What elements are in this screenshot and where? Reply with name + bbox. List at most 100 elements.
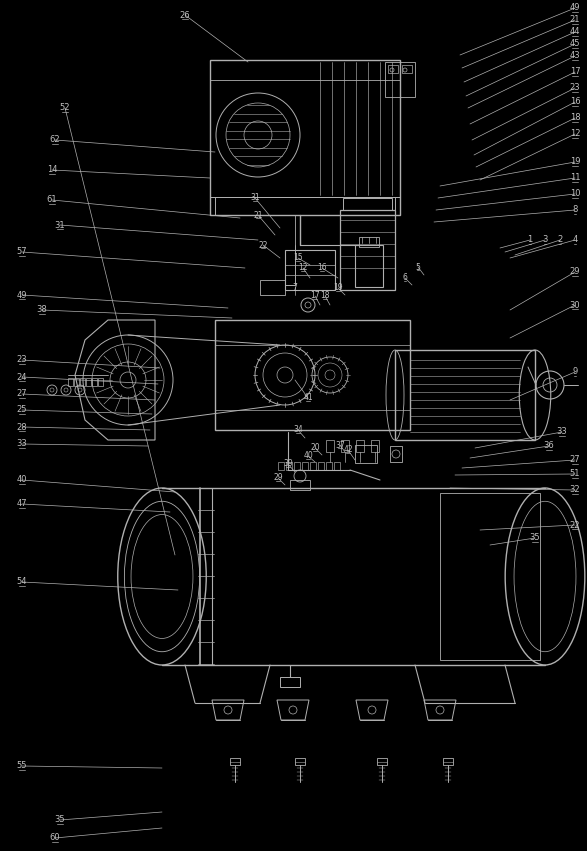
Text: 33: 33: [16, 439, 28, 448]
Bar: [443, 758, 453, 765]
Bar: [355, 445, 377, 463]
Text: 47: 47: [16, 500, 28, 509]
Text: 18: 18: [570, 113, 581, 123]
Text: 20: 20: [310, 443, 320, 453]
Bar: [98, 378, 103, 386]
Text: 29: 29: [570, 267, 581, 277]
Bar: [74, 378, 79, 386]
Bar: [355, 245, 383, 287]
Bar: [310, 462, 316, 470]
Text: 19: 19: [570, 157, 581, 167]
Bar: [390, 446, 402, 462]
Text: 37: 37: [335, 441, 345, 449]
Text: 35: 35: [55, 815, 65, 825]
Bar: [326, 462, 332, 470]
Text: 22: 22: [258, 241, 268, 249]
Text: 57: 57: [16, 248, 28, 256]
Text: 31: 31: [250, 193, 260, 203]
Text: 12: 12: [298, 264, 308, 272]
Text: 8: 8: [572, 205, 578, 214]
Text: 17: 17: [570, 67, 581, 77]
Text: 7: 7: [292, 283, 298, 292]
Bar: [395, 350, 535, 440]
Bar: [340, 210, 395, 290]
Bar: [92, 378, 97, 386]
Text: 18: 18: [321, 292, 330, 300]
Bar: [326, 440, 334, 452]
Text: 15: 15: [293, 254, 303, 262]
Bar: [285, 250, 335, 290]
Bar: [341, 440, 349, 452]
Text: 6: 6: [403, 273, 407, 283]
Text: 17: 17: [310, 292, 320, 300]
Text: 19: 19: [333, 283, 343, 293]
Bar: [286, 462, 292, 470]
Text: 16: 16: [317, 264, 327, 272]
Bar: [215, 197, 395, 215]
Bar: [371, 440, 379, 452]
Text: 45: 45: [570, 39, 581, 49]
Text: 61: 61: [47, 196, 58, 204]
Bar: [80, 378, 85, 386]
Text: 38: 38: [36, 306, 48, 315]
Text: 54: 54: [17, 578, 27, 586]
Text: 23: 23: [570, 83, 581, 93]
Text: 21: 21: [570, 15, 581, 25]
Text: 49: 49: [570, 3, 581, 13]
Bar: [280, 677, 300, 687]
Text: 32: 32: [570, 486, 581, 494]
Text: 29: 29: [273, 473, 283, 483]
Text: 21: 21: [253, 210, 263, 220]
Bar: [230, 758, 240, 765]
Text: 27: 27: [16, 390, 28, 398]
Text: 52: 52: [60, 104, 70, 112]
Bar: [295, 758, 305, 765]
Bar: [68, 378, 73, 386]
Bar: [359, 237, 379, 247]
Text: 39: 39: [283, 460, 293, 469]
Bar: [318, 462, 324, 470]
Bar: [215, 320, 410, 430]
Text: 43: 43: [570, 52, 581, 60]
Text: 26: 26: [180, 10, 190, 20]
Text: 10: 10: [570, 190, 581, 198]
Text: 1: 1: [527, 236, 532, 244]
Text: 55: 55: [17, 762, 27, 770]
Text: 28: 28: [16, 422, 28, 431]
Bar: [278, 462, 284, 470]
Text: 41: 41: [303, 393, 313, 403]
Bar: [260, 280, 285, 295]
Text: 2: 2: [558, 236, 562, 244]
Text: 23: 23: [16, 356, 28, 364]
Text: 14: 14: [47, 165, 58, 174]
Bar: [290, 480, 310, 490]
Text: 35: 35: [529, 534, 540, 542]
Bar: [388, 65, 398, 73]
Text: 44: 44: [570, 27, 581, 37]
Text: 40: 40: [303, 452, 313, 460]
Text: 5: 5: [416, 262, 420, 271]
Bar: [343, 198, 392, 210]
Bar: [334, 462, 340, 470]
Text: 62: 62: [50, 135, 60, 145]
Text: 22: 22: [570, 521, 581, 529]
Bar: [302, 462, 308, 470]
Text: 49: 49: [17, 290, 27, 300]
Bar: [385, 62, 415, 97]
Text: 40: 40: [17, 476, 27, 484]
Text: 33: 33: [556, 427, 568, 437]
Text: 3: 3: [542, 236, 548, 244]
Bar: [210, 60, 400, 215]
Text: 60: 60: [50, 833, 60, 842]
Bar: [356, 440, 364, 452]
Text: 12: 12: [570, 129, 581, 139]
Text: 9: 9: [572, 368, 578, 376]
Bar: [377, 758, 387, 765]
Text: 11: 11: [570, 174, 581, 182]
Bar: [294, 462, 300, 470]
Bar: [86, 378, 91, 386]
Bar: [440, 493, 540, 660]
Text: 27: 27: [570, 455, 581, 465]
Bar: [402, 65, 412, 73]
Text: 4: 4: [572, 236, 578, 244]
